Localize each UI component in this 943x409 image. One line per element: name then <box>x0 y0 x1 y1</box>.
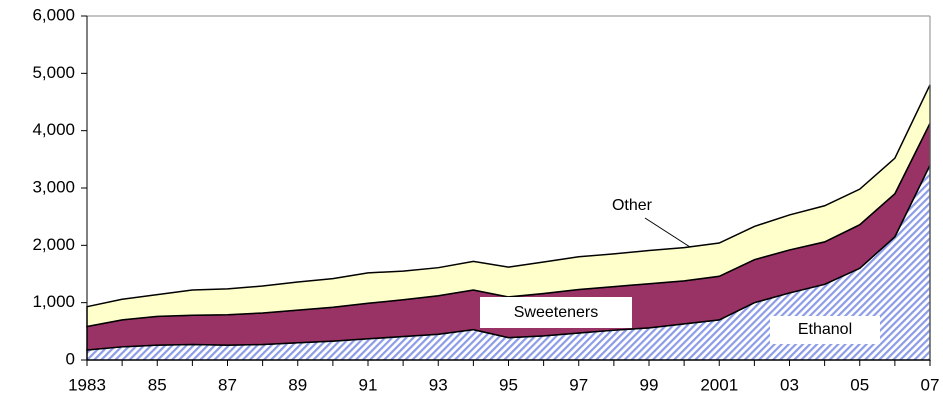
x-tick-label: 99 <box>640 375 659 394</box>
y-tick-label: 6,000 <box>32 5 75 24</box>
y-tick-label: 3,000 <box>32 177 75 196</box>
x-tick-label: 93 <box>429 375 448 394</box>
series-label: Other <box>612 197 653 214</box>
y-tick-label: 4,000 <box>32 120 75 139</box>
x-tick-label: 1983 <box>68 375 106 394</box>
x-tick-label: 89 <box>288 375 307 394</box>
series-label: Ethanol <box>798 321 852 338</box>
y-tick-label: 2,000 <box>32 235 75 254</box>
x-tick-label: 03 <box>780 375 799 394</box>
leader-line <box>644 217 691 248</box>
x-tick-label: 87 <box>218 375 237 394</box>
series-label: Sweeteners <box>514 304 599 321</box>
y-tick-label: 1,000 <box>32 292 75 311</box>
y-tick-label: 5,000 <box>32 63 75 82</box>
x-tick-label: 95 <box>499 375 518 394</box>
x-tick-label: 91 <box>359 375 378 394</box>
y-tick-label: 0 <box>66 349 75 368</box>
label-box <box>770 316 880 344</box>
x-tick-label: 85 <box>148 375 167 394</box>
x-tick-label: 97 <box>569 375 588 394</box>
x-tick-label: 05 <box>850 375 869 394</box>
label-box <box>480 297 632 328</box>
x-tick-label: 07 <box>921 375 940 394</box>
x-tick-label: 2001 <box>700 375 738 394</box>
